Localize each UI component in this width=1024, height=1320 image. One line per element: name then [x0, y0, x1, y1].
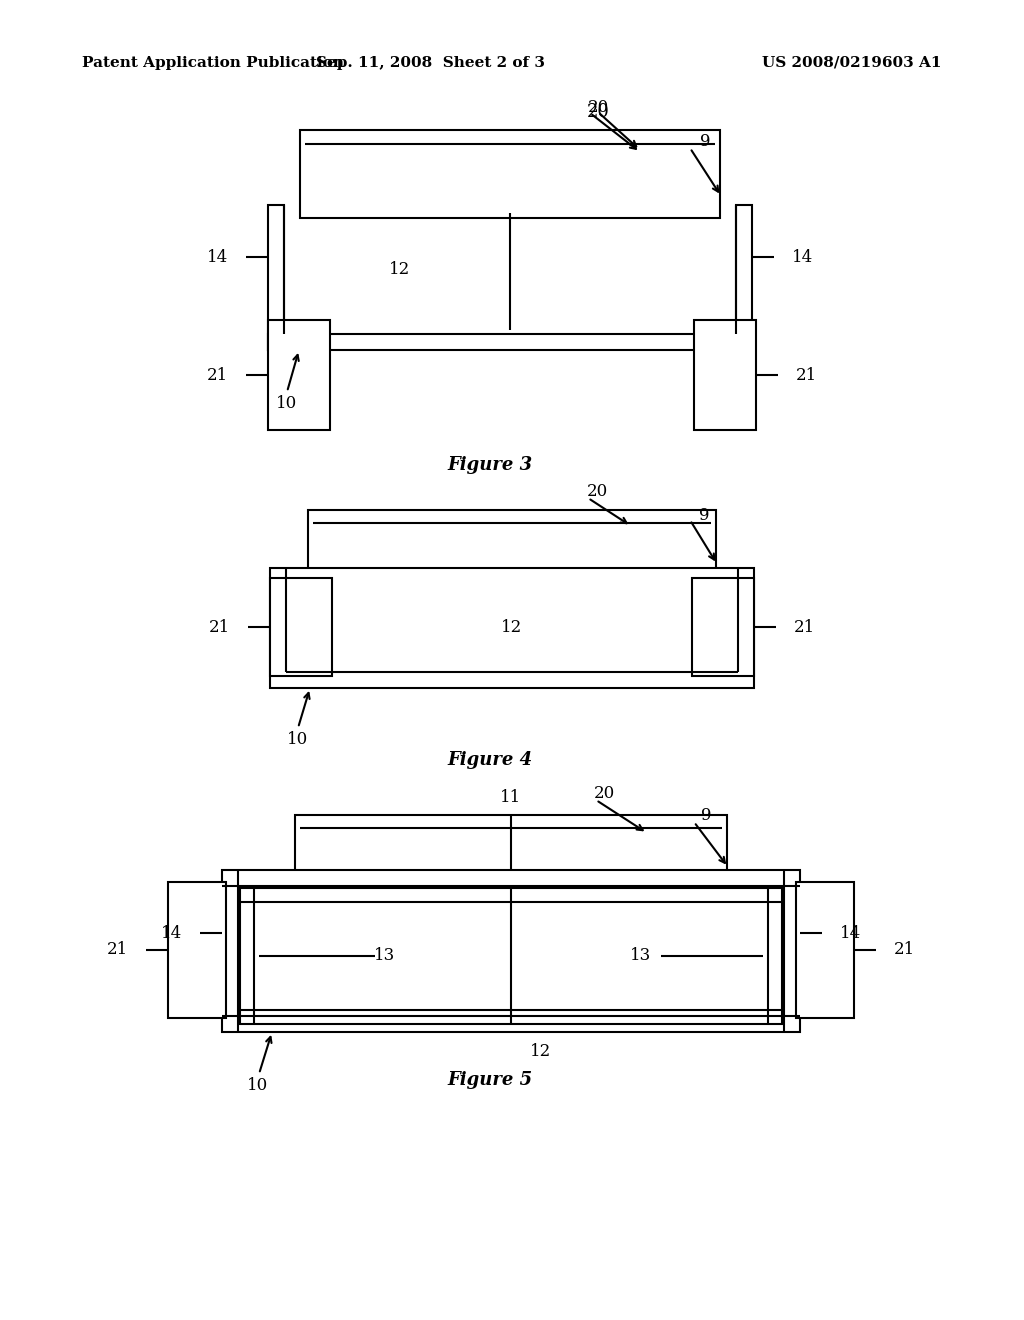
- Text: Figure 3: Figure 3: [447, 455, 532, 474]
- Bar: [268, 334, 752, 350]
- Bar: [736, 205, 752, 350]
- Text: 14: 14: [207, 248, 228, 265]
- Text: 14: 14: [840, 924, 861, 941]
- Text: 21: 21: [796, 367, 817, 384]
- Text: 12: 12: [389, 261, 411, 279]
- Bar: [270, 568, 754, 688]
- Text: 9: 9: [699, 133, 711, 150]
- Text: 13: 13: [375, 948, 395, 965]
- Bar: [168, 882, 226, 1018]
- Text: 11: 11: [501, 788, 521, 805]
- Text: 12: 12: [530, 1044, 552, 1060]
- Text: 21: 21: [207, 367, 228, 384]
- Text: Sep. 11, 2008  Sheet 2 of 3: Sep. 11, 2008 Sheet 2 of 3: [315, 55, 545, 70]
- Bar: [222, 870, 800, 1032]
- Bar: [268, 205, 284, 350]
- Text: 20: 20: [587, 103, 609, 121]
- Text: 13: 13: [631, 948, 651, 965]
- Bar: [308, 510, 716, 582]
- Text: 20: 20: [588, 99, 608, 116]
- Bar: [796, 882, 854, 1018]
- Text: Figure 5: Figure 5: [447, 1071, 532, 1089]
- Text: 9: 9: [700, 808, 712, 825]
- Bar: [694, 319, 756, 430]
- Bar: [300, 129, 720, 218]
- Bar: [270, 578, 332, 676]
- Text: 20: 20: [587, 483, 607, 500]
- Text: 21: 21: [794, 619, 815, 635]
- Text: 9: 9: [698, 507, 710, 524]
- Bar: [240, 888, 782, 1024]
- Text: 21: 21: [894, 941, 915, 958]
- Text: 10: 10: [288, 731, 308, 748]
- Text: Patent Application Publication: Patent Application Publication: [82, 55, 344, 70]
- Text: 10: 10: [248, 1077, 268, 1094]
- Text: 20: 20: [593, 785, 614, 803]
- Text: 14: 14: [161, 924, 182, 941]
- Bar: [295, 814, 727, 887]
- Text: 10: 10: [276, 396, 298, 412]
- Bar: [268, 319, 330, 430]
- Bar: [692, 578, 754, 676]
- Text: 21: 21: [106, 941, 128, 958]
- Text: Figure 4: Figure 4: [447, 751, 532, 770]
- Text: 12: 12: [502, 619, 522, 636]
- Text: US 2008/0219603 A1: US 2008/0219603 A1: [763, 55, 942, 70]
- Text: 14: 14: [792, 248, 813, 265]
- Text: 21: 21: [209, 619, 230, 635]
